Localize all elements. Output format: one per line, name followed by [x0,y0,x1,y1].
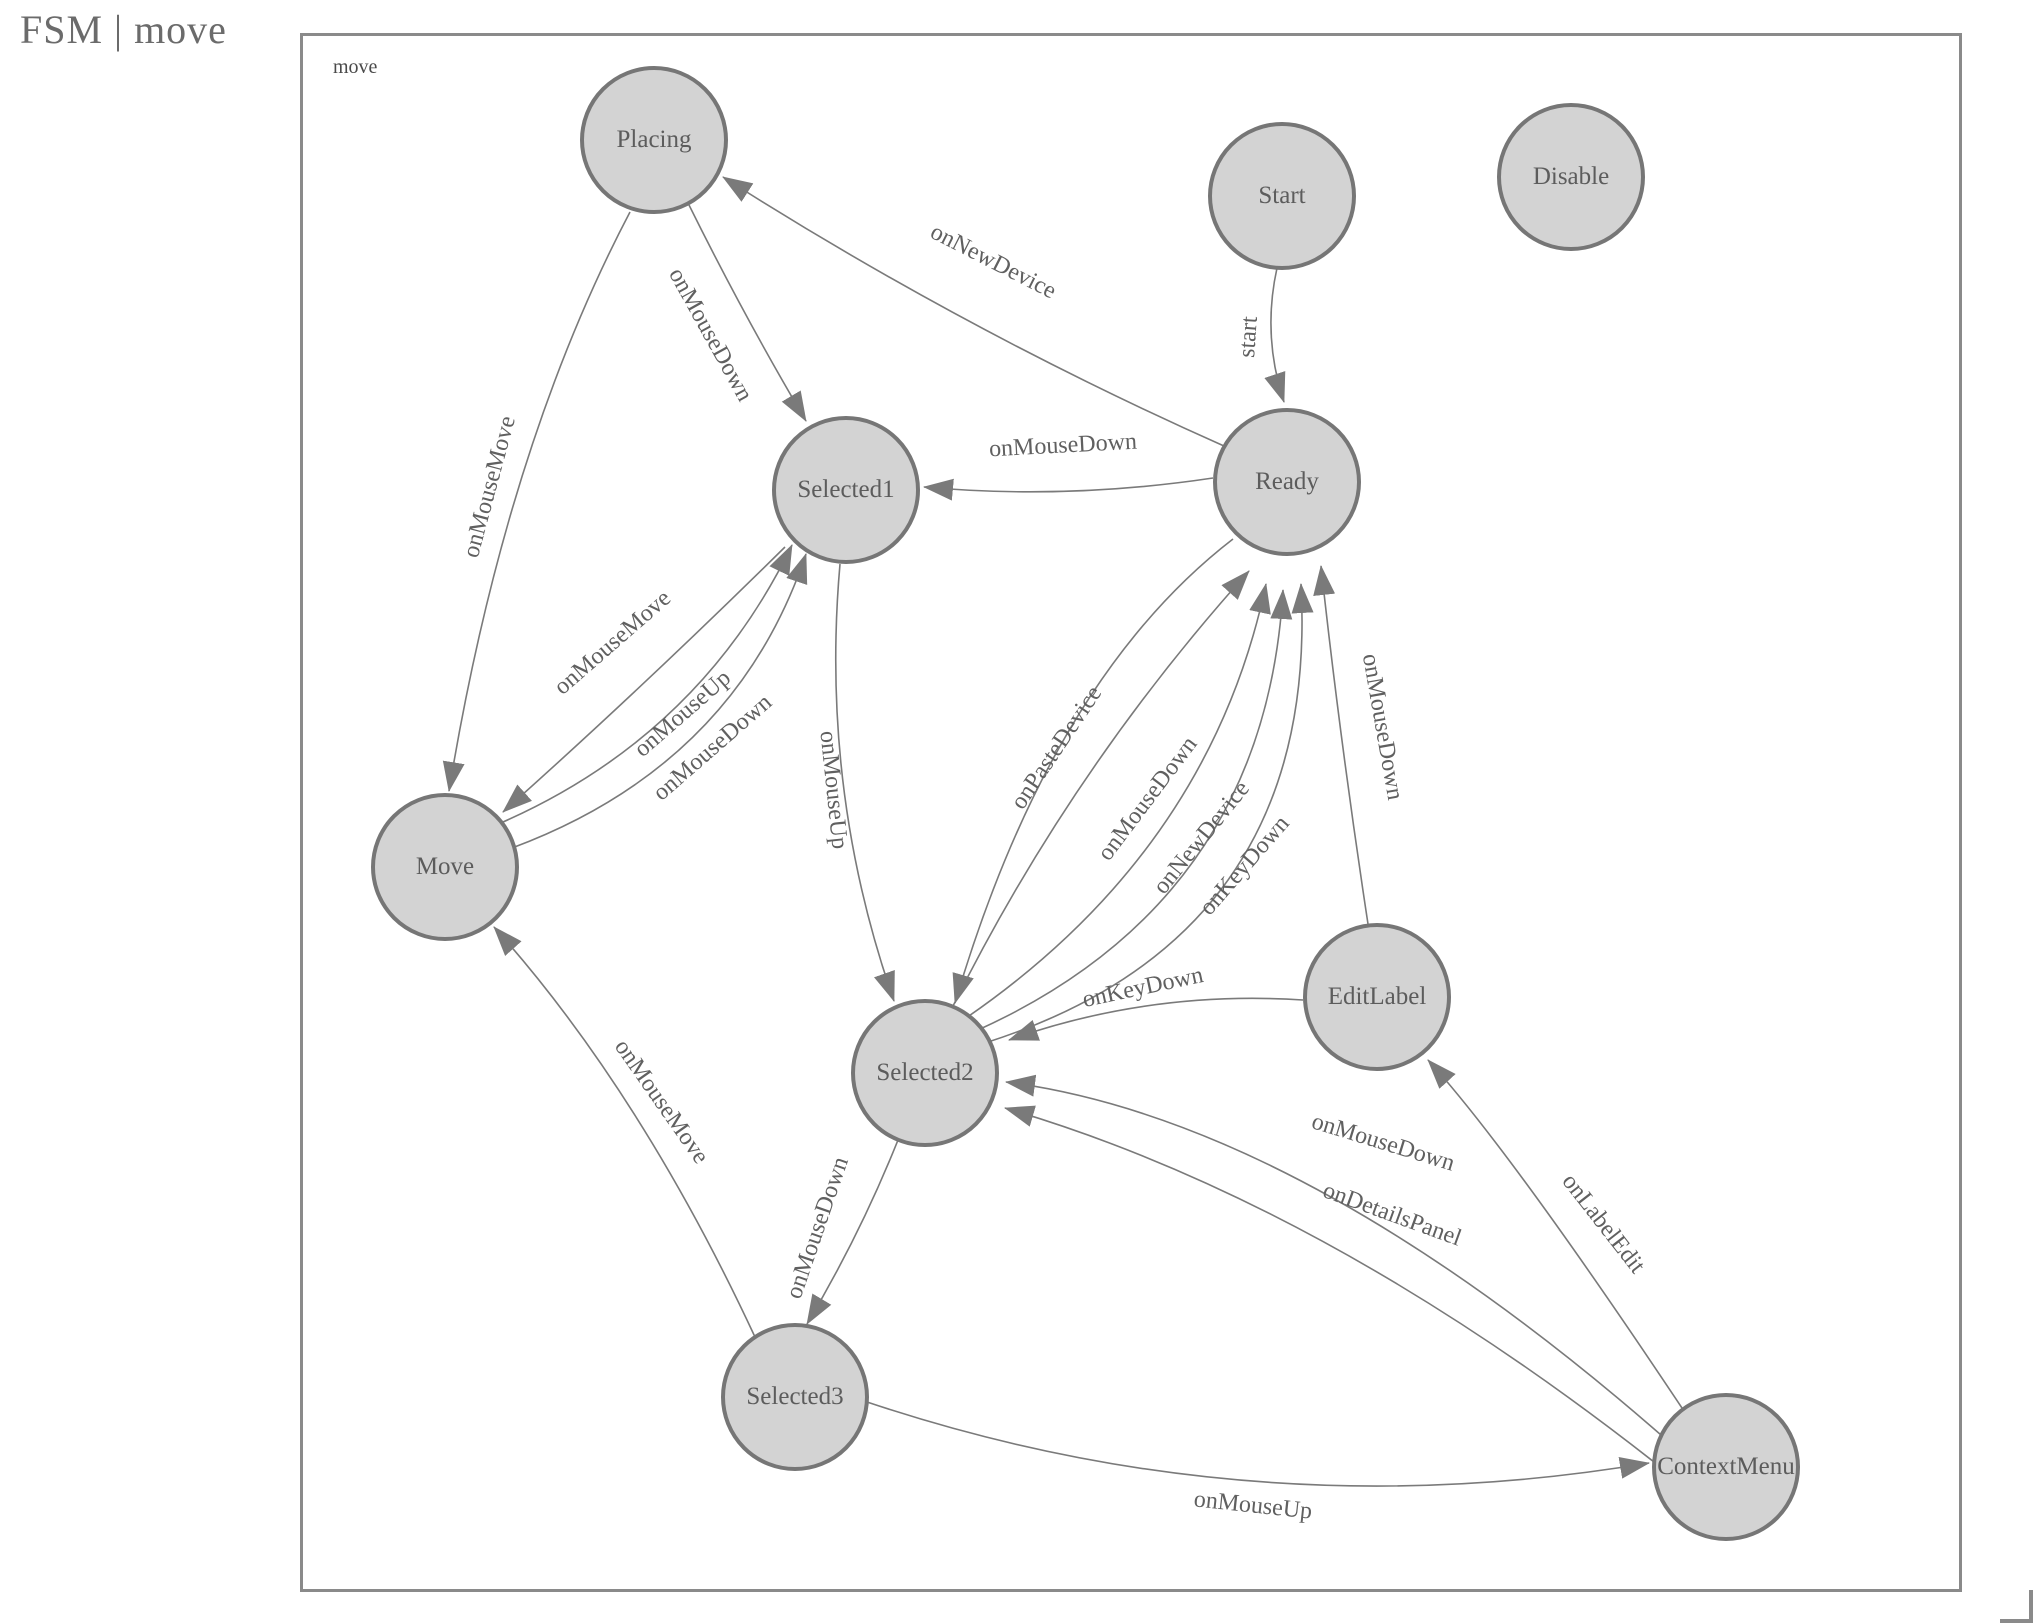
state-node-selected3[interactable]: Selected3 [721,1323,869,1471]
state-node-selected2[interactable]: Selected2 [851,999,999,1147]
state-node-move[interactable]: Move [371,793,519,941]
state-node-disable[interactable]: Disable [1497,103,1645,251]
state-node-start[interactable]: Start [1208,122,1356,270]
state-node-editlabel[interactable]: EditLabel [1303,923,1451,1071]
state-node-selected1[interactable]: Selected1 [772,416,920,564]
edge-label-start: start [1234,315,1263,359]
state-node-ready[interactable]: Ready [1213,408,1361,556]
resize-handle-icon[interactable] [2000,1590,2033,1623]
state-node-contextmenu[interactable]: ContextMenu [1652,1393,1800,1541]
page-title: FSM | move [20,7,227,52]
state-node-placing[interactable]: Placing [580,66,728,214]
diagram-label: move [333,56,378,78]
